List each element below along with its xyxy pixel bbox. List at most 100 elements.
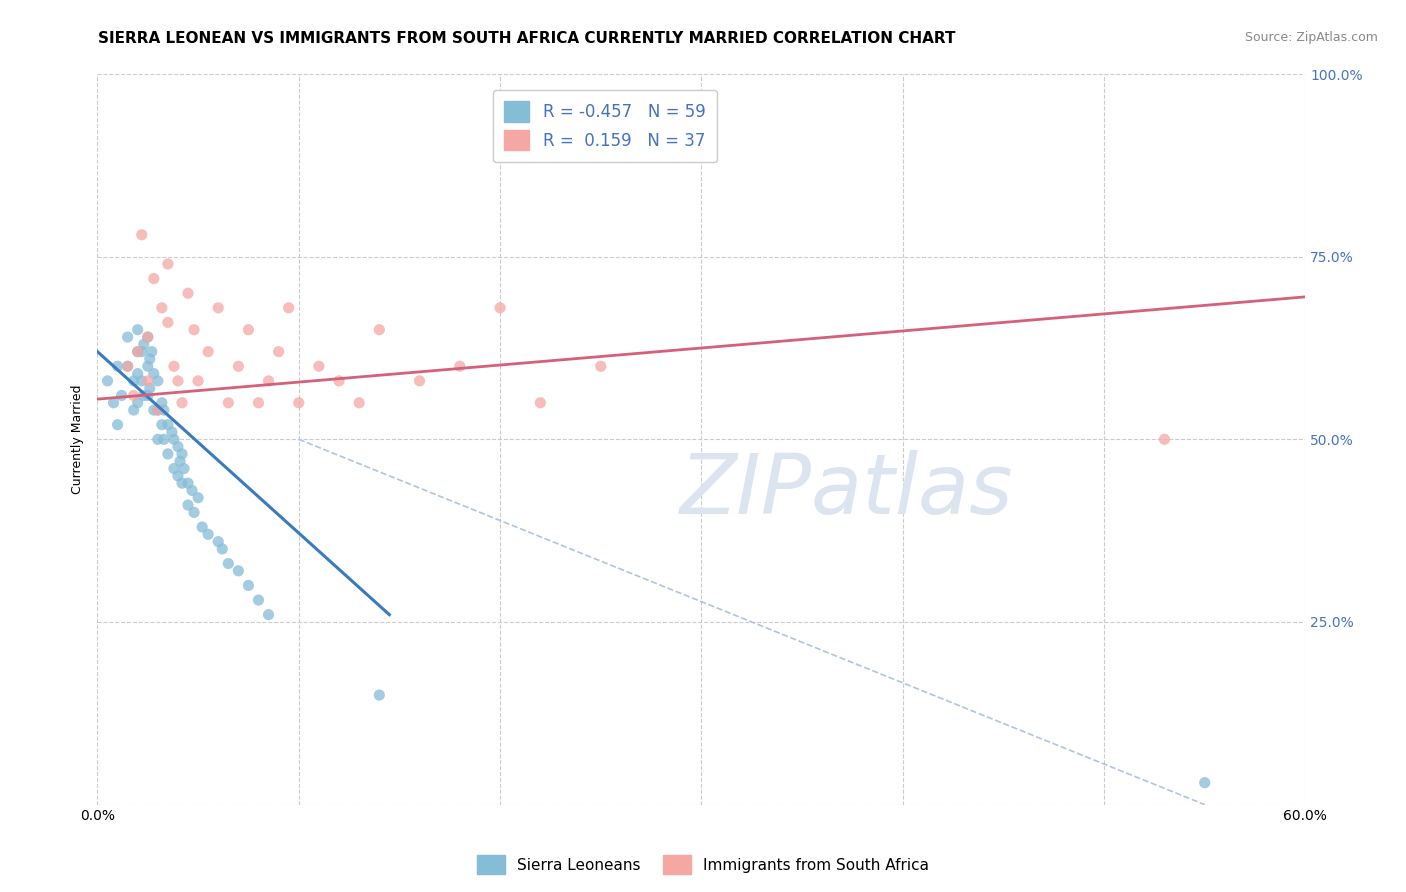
Point	[96, 374, 118, 388]
Point	[197, 527, 219, 541]
Point	[132, 388, 155, 402]
Point	[146, 403, 169, 417]
Point	[136, 330, 159, 344]
Point	[449, 359, 471, 374]
Point	[169, 454, 191, 468]
Point	[368, 323, 391, 337]
Point	[127, 344, 149, 359]
Point	[529, 396, 551, 410]
Point	[132, 337, 155, 351]
Point	[187, 491, 209, 505]
Point	[142, 367, 165, 381]
Point	[1153, 433, 1175, 447]
Legend: Sierra Leoneans, Immigrants from South Africa: Sierra Leoneans, Immigrants from South A…	[471, 849, 935, 880]
Point	[207, 534, 229, 549]
Point	[308, 359, 330, 374]
Point	[247, 593, 270, 607]
Point	[408, 374, 430, 388]
Point	[131, 227, 153, 242]
Point	[139, 381, 162, 395]
Point	[139, 351, 162, 366]
Point	[257, 607, 280, 622]
Point	[228, 564, 250, 578]
Point	[136, 359, 159, 374]
Point	[122, 388, 145, 402]
Point	[136, 330, 159, 344]
Point	[127, 323, 149, 337]
Point	[183, 323, 205, 337]
Point	[156, 257, 179, 271]
Point	[191, 520, 214, 534]
Point	[156, 417, 179, 432]
Point	[153, 403, 176, 417]
Point	[589, 359, 612, 374]
Point	[163, 461, 186, 475]
Point	[368, 688, 391, 702]
Point	[156, 315, 179, 329]
Point	[117, 359, 139, 374]
Point	[117, 359, 139, 374]
Point	[150, 396, 173, 410]
Text: Source: ZipAtlas.com: Source: ZipAtlas.com	[1244, 31, 1378, 45]
Point	[146, 374, 169, 388]
Point	[183, 505, 205, 519]
Point	[136, 388, 159, 402]
Text: SIERRA LEONEAN VS IMMIGRANTS FROM SOUTH AFRICA CURRENTLY MARRIED CORRELATION CHA: SIERRA LEONEAN VS IMMIGRANTS FROM SOUTH …	[98, 31, 956, 46]
Text: ZIPatlas: ZIPatlas	[679, 450, 1014, 531]
Point	[146, 433, 169, 447]
Point	[167, 374, 190, 388]
Point	[181, 483, 204, 498]
Point	[150, 417, 173, 432]
Point	[141, 344, 163, 359]
Point	[211, 541, 233, 556]
Point	[177, 476, 200, 491]
Point	[170, 476, 193, 491]
Point	[197, 344, 219, 359]
Point	[136, 374, 159, 388]
Point	[156, 447, 179, 461]
Point	[117, 330, 139, 344]
Point	[228, 359, 250, 374]
Point	[277, 301, 299, 315]
Point	[163, 359, 186, 374]
Point	[177, 286, 200, 301]
Point	[142, 403, 165, 417]
Point	[217, 557, 239, 571]
Point	[167, 440, 190, 454]
Point	[160, 425, 183, 439]
Y-axis label: Currently Married: Currently Married	[72, 384, 84, 494]
Point	[287, 396, 309, 410]
Point	[153, 433, 176, 447]
Point	[163, 433, 186, 447]
Point	[238, 323, 260, 337]
Point	[167, 468, 190, 483]
Point	[146, 403, 169, 417]
Point	[107, 417, 129, 432]
Point	[187, 374, 209, 388]
Point	[257, 374, 280, 388]
Point	[150, 301, 173, 315]
Point	[170, 396, 193, 410]
Point	[127, 396, 149, 410]
Point	[127, 344, 149, 359]
Point	[122, 403, 145, 417]
Point	[328, 374, 350, 388]
Point	[122, 374, 145, 388]
Point	[267, 344, 290, 359]
Point	[177, 498, 200, 512]
Point	[131, 374, 153, 388]
Point	[170, 447, 193, 461]
Point	[131, 344, 153, 359]
Point	[207, 301, 229, 315]
Point	[107, 359, 129, 374]
Point	[247, 396, 270, 410]
Point	[173, 461, 195, 475]
Point	[1194, 775, 1216, 789]
Point	[110, 388, 132, 402]
Point	[217, 396, 239, 410]
Point	[238, 578, 260, 592]
Point	[142, 271, 165, 285]
Point	[489, 301, 512, 315]
Point	[347, 396, 370, 410]
Legend: R = -0.457   N = 59, R =  0.159   N = 37: R = -0.457 N = 59, R = 0.159 N = 37	[492, 90, 717, 162]
